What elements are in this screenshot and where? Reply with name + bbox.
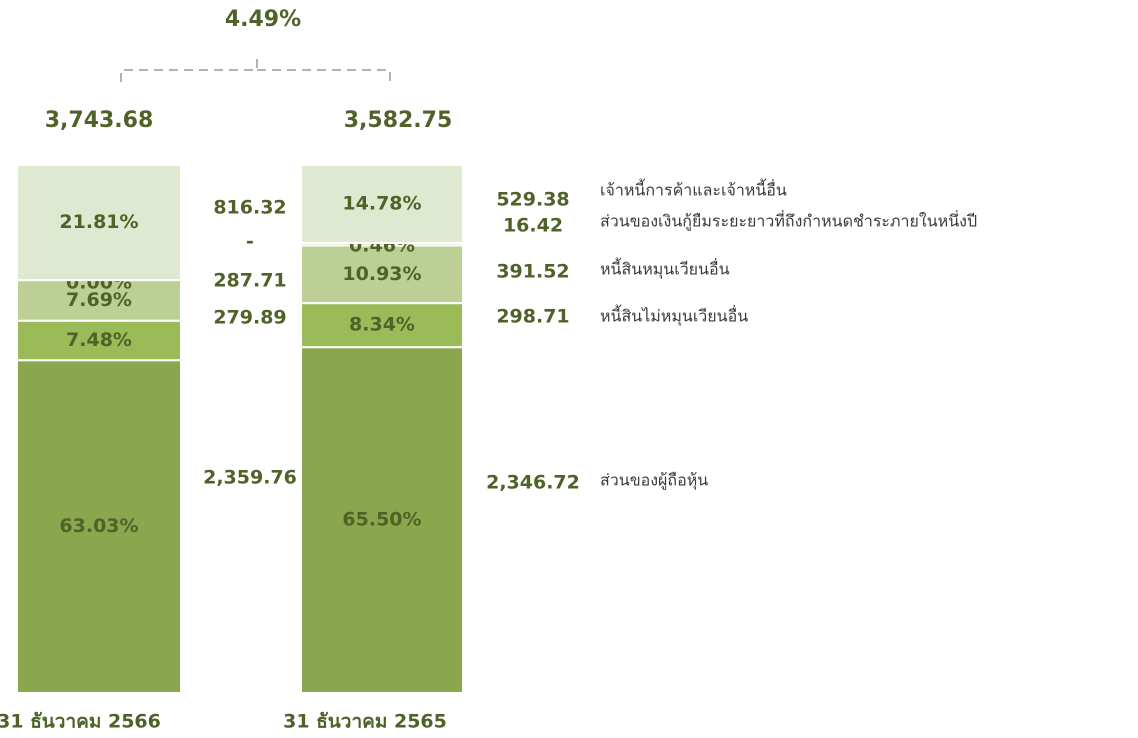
segment-label: 10.93%	[342, 263, 421, 285]
bar-segment	[300, 163, 464, 244]
segment-label: 7.48%	[66, 329, 132, 351]
amount-label: 16.42	[503, 215, 563, 237]
bar-segment	[16, 163, 182, 282]
segment-label: 21.81%	[59, 211, 138, 233]
category-label: 31 ธันวาคม 2566	[0, 711, 161, 733]
legend-label: หนี้สินไม่หมุนเวียนอื่น	[600, 305, 748, 327]
legend-label: ส่วนของเงินกู้ยืมระยะยาวที่ถึงกำหนดชำระภ…	[600, 210, 977, 232]
amount-label: 287.71	[213, 270, 286, 292]
legend-label: หนี้สินหมุนเวียนอื่น	[600, 258, 730, 280]
change-label: 4.49%	[225, 7, 301, 32]
change-bracket	[120, 58, 391, 82]
amount-label: 2,359.76	[203, 467, 297, 489]
amount-label: 298.71	[496, 306, 569, 328]
bar-segment	[16, 359, 182, 694]
segment-label: 14.78%	[342, 192, 421, 214]
bar-segment	[300, 244, 464, 305]
total-label: 3,743.68	[45, 108, 154, 133]
segment-label: 7.69%	[66, 289, 132, 311]
segment-label: 65.50%	[342, 509, 421, 531]
segment-label: 8.34%	[349, 314, 415, 336]
category-label: 31 ธันวาคม 2565	[283, 711, 447, 733]
amount-label: 279.89	[213, 307, 286, 329]
total-label: 3,582.75	[344, 108, 453, 133]
amount-label: 816.32	[213, 197, 286, 219]
segment-label: 63.03%	[59, 515, 138, 537]
amount-label: 2,346.72	[486, 472, 580, 494]
bar-segment	[16, 319, 182, 362]
amount-label: 391.52	[496, 261, 569, 283]
amount-label: -	[246, 231, 254, 253]
legend-label: เจ้าหนี้การค้าและเจ้าหนี้อื่น	[600, 179, 787, 200]
legend-label: ส่วนของผู้ถือหุ้น	[600, 471, 708, 491]
amount-label: 529.38	[496, 189, 569, 211]
